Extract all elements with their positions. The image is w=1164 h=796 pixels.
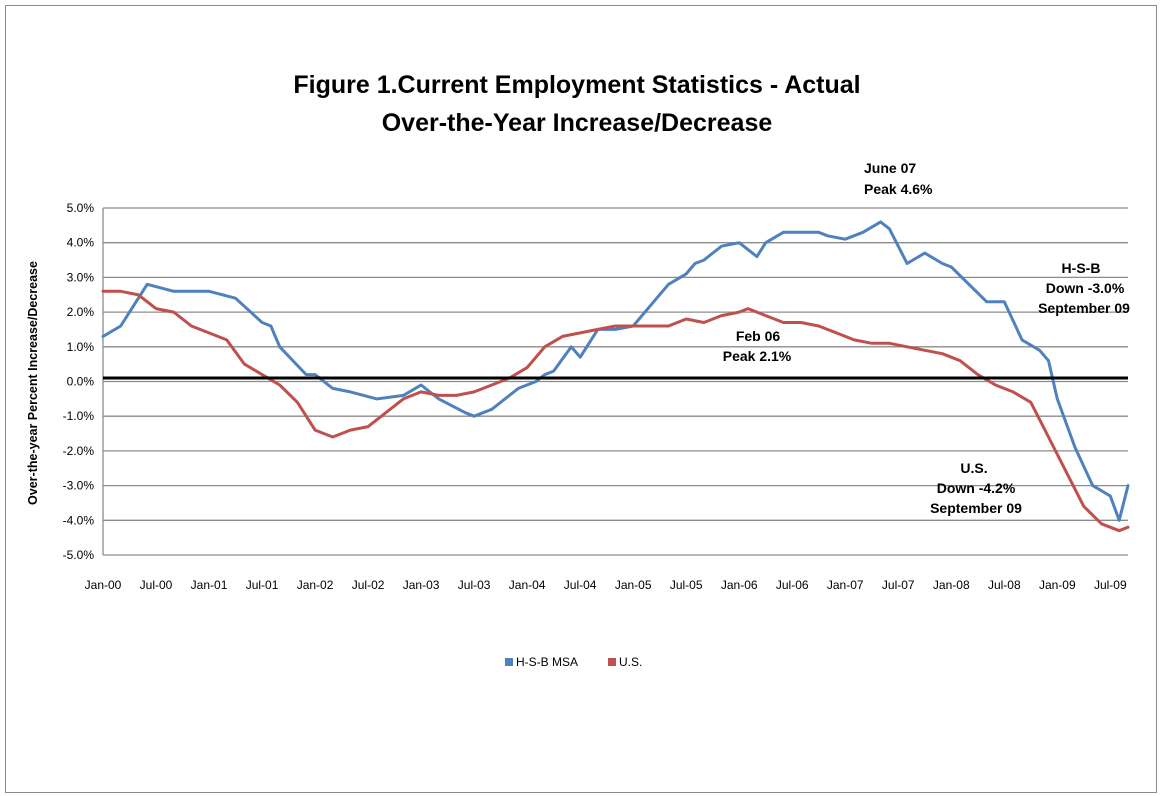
chart-frame — [5, 5, 1157, 793]
x-tick-label: Jan-00 — [85, 578, 122, 592]
x-tick-label: Jan-05 — [615, 578, 652, 592]
series-line-us — [101, 289, 1130, 533]
annotation-hsb-current: H-S-B Down -3.0% September 09 — [1038, 260, 1130, 316]
annotation-us-peak-line-2: Peak 2.1% — [723, 348, 792, 364]
y-tick-labels: 5.0% 4.0% 3.0% 2.0% 1.0% 0.0% -1.0% -2.0% -3.0% -… — [63, 201, 95, 562]
x-tick-label: Jul-05 — [670, 578, 703, 592]
y-tick-label: 4.0% — [67, 236, 95, 250]
x-tick-label: Jul-08 — [988, 578, 1021, 592]
annotation-hsb-peak: June 07 Peak 4.6% — [864, 160, 933, 197]
x-tick-label: Jul-01 — [246, 578, 279, 592]
y-tick-label: -3.0% — [63, 479, 95, 493]
annotation-us-current: U.S. Down -4.2% September 09 — [930, 460, 1022, 516]
y-tick-label: 2.0% — [67, 305, 95, 319]
chart-title-line-2: Over-the-Year Increase/Decrease — [382, 109, 773, 137]
annotation-us-current-line-1: U.S. — [960, 460, 987, 476]
y-tick-label: 5.0% — [67, 201, 95, 215]
y-tick-label: 3.0% — [67, 270, 95, 284]
legend-swatch-us — [608, 658, 616, 666]
x-tick-label: Jan-07 — [827, 578, 864, 592]
y-tick-label: 1.0% — [67, 340, 95, 354]
annotation-us-peak: Feb 06 Peak 2.1% — [723, 328, 792, 364]
x-tick-label: Jan-09 — [1039, 578, 1076, 592]
legend-swatch-hsb — [505, 658, 513, 666]
x-tick-labels: Jan-00 Jul-00 Jan-01 Jul-01 Jan-02 Jul-02 Jan-… — [85, 578, 1127, 592]
legend-label-hsb: H-S-B MSA — [516, 655, 578, 669]
y-tick-label: -4.0% — [63, 513, 95, 527]
x-tick-label: Jan-03 — [403, 578, 440, 592]
annotation-hsb-current-line-2: Down -3.0% — [1046, 280, 1125, 296]
x-tick-label: Jan-04 — [509, 578, 546, 592]
series-line-hsb-msa — [101, 220, 1130, 522]
x-tick-label: Jul-07 — [882, 578, 915, 592]
y-tick-label: -1.0% — [63, 409, 95, 423]
x-tick-label: Jan-02 — [297, 578, 334, 592]
gridlines — [102, 207, 1128, 556]
legend-label-us: U.S. — [619, 655, 642, 669]
annotation-hsb-peak-line-2: Peak 4.6% — [864, 181, 933, 197]
x-tick-label: Jul-02 — [352, 578, 385, 592]
x-tick-label: Jul-06 — [776, 578, 809, 592]
annotation-hsb-peak-line-1: June 07 — [864, 160, 916, 176]
x-tick-label: Jul-09 — [1094, 578, 1127, 592]
x-tick-label: Jul-00 — [140, 578, 173, 592]
x-tick-label: Jul-03 — [458, 578, 491, 592]
annotation-us-peak-line-1: Feb 06 — [736, 328, 781, 344]
y-tick-label: -2.0% — [63, 444, 95, 458]
x-tick-label: Jul-04 — [564, 578, 597, 592]
y-tick-label: -5.0% — [63, 548, 95, 562]
x-tick-label: Jan-01 — [191, 578, 228, 592]
x-tick-label: Jan-08 — [933, 578, 970, 592]
y-tick-label: 0.0% — [67, 375, 95, 389]
y-axis-label: Over-the-year Percent Increase/Decrease — [26, 261, 40, 505]
x-tick-label: Jan-06 — [721, 578, 758, 592]
annotation-us-current-line-2: Down -4.2% — [937, 480, 1016, 496]
chart-title-line-1: Figure 1.Current Employment Statistics -… — [293, 71, 860, 99]
annotation-hsb-current-line-3: September 09 — [1038, 300, 1130, 316]
legend: H-S-B MSA U.S. — [505, 655, 642, 669]
annotation-us-current-line-3: September 09 — [930, 500, 1022, 516]
series-lines — [101, 220, 1130, 533]
annotation-hsb-current-line-1: H-S-B — [1062, 260, 1101, 276]
